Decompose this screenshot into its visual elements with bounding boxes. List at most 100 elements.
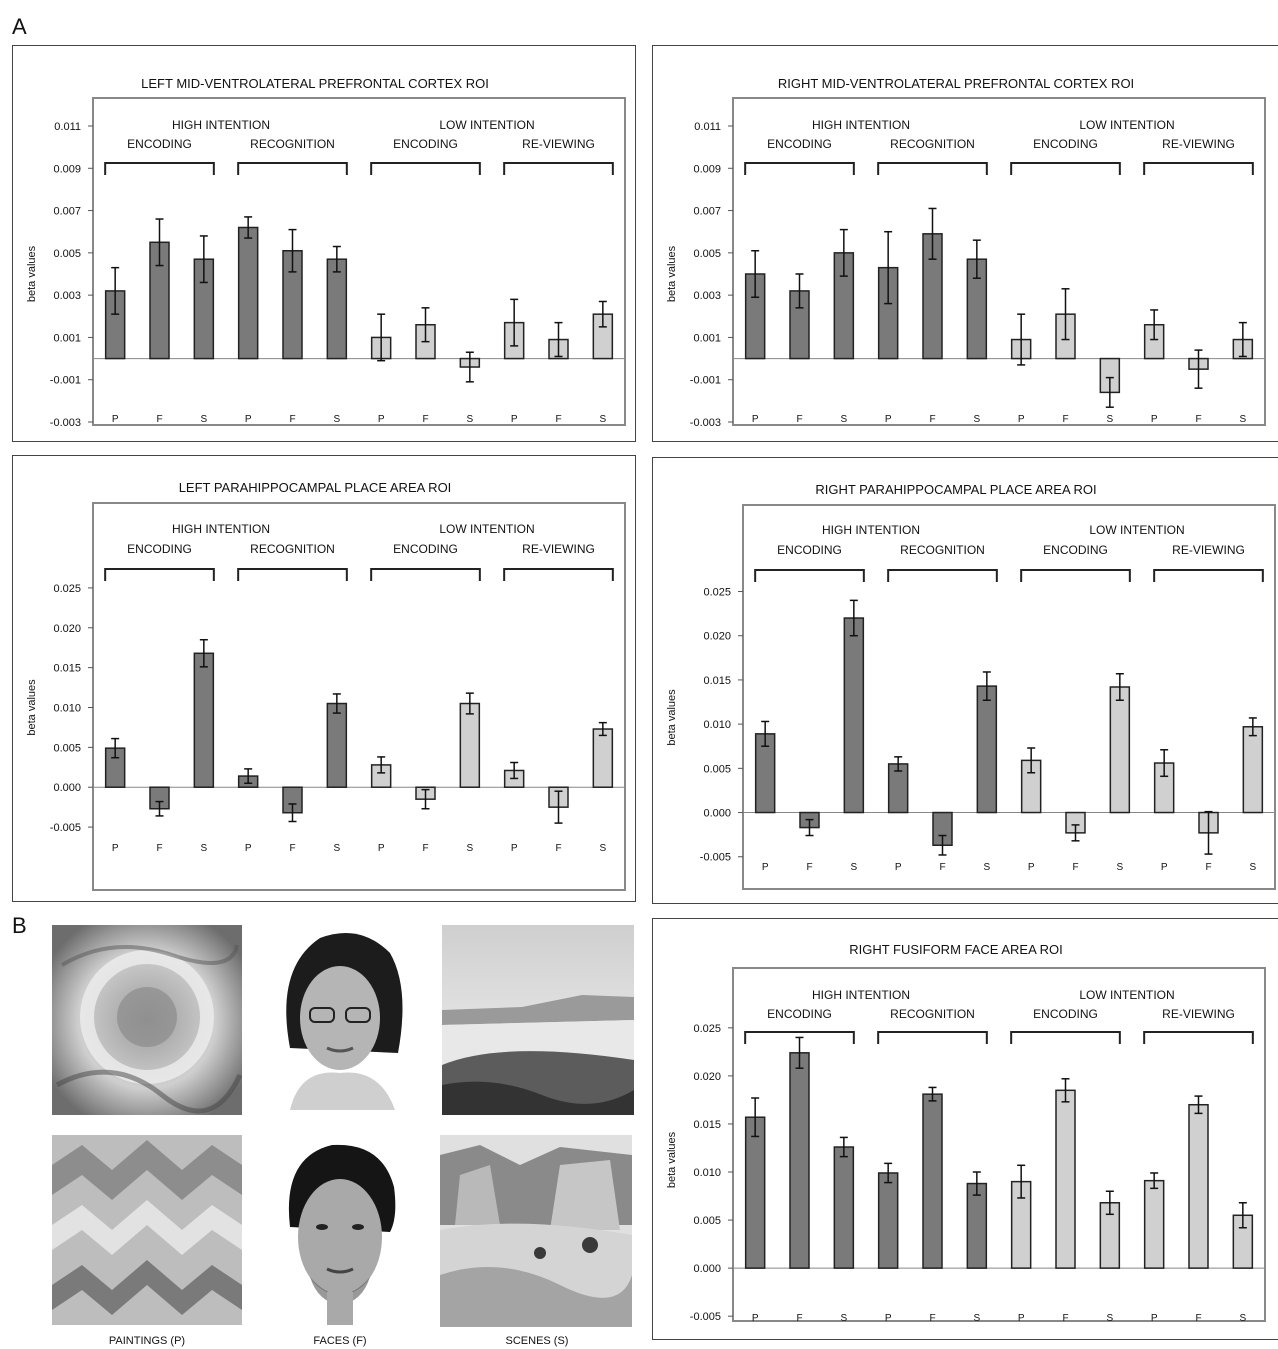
subgroup-label: RECOGNITION xyxy=(890,1007,975,1021)
subgroup-bracket xyxy=(104,568,215,581)
x-tick-label: S xyxy=(840,1313,847,1324)
subgroup-label: RECOGNITION xyxy=(890,137,975,151)
bar-s-3 xyxy=(833,1146,855,1269)
y-tick-label: 0.001 xyxy=(53,332,81,344)
y-tick-label: 0.010 xyxy=(693,1167,721,1179)
subgroup-label: RE-VIEWING xyxy=(522,542,595,556)
plot-frame xyxy=(732,967,1266,1322)
x-tick-label: F xyxy=(1205,862,1211,873)
y-tick-label: 0.025 xyxy=(53,583,81,595)
x-tick-label: P xyxy=(511,414,518,425)
y-tick-label: 0.000 xyxy=(53,782,81,794)
subgroup-label: ENCODING xyxy=(127,137,192,151)
group-label-low: LOW INTENTION xyxy=(1079,118,1174,132)
y-tick-label: 0.010 xyxy=(53,703,81,715)
x-tick-label: P xyxy=(112,414,119,425)
x-tick-label: S xyxy=(200,414,207,425)
bar-s-6 xyxy=(326,258,348,360)
scene-image-1 xyxy=(442,925,634,1115)
x-tick-label: P xyxy=(511,843,518,854)
y-tick-label: 0.025 xyxy=(703,587,731,599)
chart-left-ppa: LEFT PARAHIPPOCAMPAL PLACE AREA ROI 0.025… xyxy=(12,455,636,902)
x-tick-label: P xyxy=(378,843,385,854)
x-tick-label: F xyxy=(796,414,802,425)
x-tick-label: S xyxy=(1116,862,1123,873)
chart-svg: RIGHT FUSIFORM FACE AREA ROI 0.025 0.020 0.… xyxy=(666,942,1266,1324)
bar-s-6 xyxy=(976,685,998,814)
x-tick-label: P xyxy=(752,414,759,425)
subgroup-label: ENCODING xyxy=(1033,137,1098,151)
x-tick-label: F xyxy=(1062,414,1068,425)
x-tick-label: S xyxy=(1239,1313,1246,1324)
x-tick-label: S xyxy=(1106,1313,1113,1324)
x-tick-label: F xyxy=(289,843,295,854)
subgroup-bracket xyxy=(1143,162,1254,175)
x-tick-label: F xyxy=(796,1313,802,1324)
y-tick-label: 0.000 xyxy=(693,1263,721,1275)
y-tick-label: 0.005 xyxy=(53,742,81,754)
subgroup-label: ENCODING xyxy=(767,1007,832,1021)
subgroup-label: RE-VIEWING xyxy=(1162,137,1235,151)
subgroup-bracket xyxy=(744,1031,855,1044)
x-tick-label: P xyxy=(752,1313,759,1324)
subgroup-bracket xyxy=(877,162,988,175)
bar-f-8 xyxy=(1055,1089,1076,1269)
y-tick-label: 0.015 xyxy=(53,663,81,675)
x-tick-label: P xyxy=(112,843,119,854)
subgroup-label: RE-VIEWING xyxy=(1172,543,1245,557)
chart-right-ffa: RIGHT FUSIFORM FACE AREA ROI 0.025 0.020 0.… xyxy=(652,918,1278,1340)
x-tick-label: S xyxy=(200,843,207,854)
x-tick-label: F xyxy=(1195,414,1201,425)
bar-s-12 xyxy=(1242,726,1264,814)
group-label-high: HIGH INTENTION xyxy=(822,523,920,537)
subgroup-label: ENCODING xyxy=(393,137,458,151)
y-tick-label: -0.005 xyxy=(50,822,81,834)
x-tick-label: F xyxy=(1072,862,1078,873)
bar-s-9 xyxy=(1109,686,1131,814)
x-tick-label: F xyxy=(806,862,812,873)
subgroup-label: RE-VIEWING xyxy=(522,137,595,151)
subgroup-bracket xyxy=(1020,569,1131,582)
chart-title: LEFT MID-VENTROLATERAL PREFRONTAL CORTEX… xyxy=(141,76,489,91)
scene-image-2 xyxy=(440,1135,632,1327)
subgroup-bracket xyxy=(104,162,215,175)
x-tick-label: P xyxy=(762,862,769,873)
x-tick-label: S xyxy=(973,1313,980,1324)
y-axis-label: beta values xyxy=(666,689,678,746)
x-tick-label: F xyxy=(555,843,561,854)
x-tick-label: P xyxy=(1161,862,1168,873)
bar-f-11 xyxy=(1188,1103,1209,1269)
x-tick-label: F xyxy=(929,1313,935,1324)
subgroup-bracket xyxy=(1143,1031,1254,1044)
plot-frame xyxy=(92,97,626,426)
y-tick-label: -0.003 xyxy=(690,417,721,429)
bar-p-4 xyxy=(877,1172,899,1269)
chart-title: RIGHT PARAHIPPOCAMPAL PLACE AREA ROI xyxy=(815,482,1096,497)
y-tick-label: 0.010 xyxy=(703,719,731,731)
chart-left-mvlpfc: LEFT MID-VENTROLATERAL PREFRONTAL CORTEX… xyxy=(12,45,636,442)
x-tick-label: P xyxy=(1018,414,1025,425)
subgroup-bracket xyxy=(1010,1031,1121,1044)
caption-faces: FACES (F) xyxy=(313,1335,367,1347)
painting-image-2 xyxy=(52,1135,242,1325)
group-label-low: LOW INTENTION xyxy=(439,118,534,132)
panel-b-label: B xyxy=(12,913,27,938)
plot-frame xyxy=(92,502,626,891)
x-tick-label: S xyxy=(466,414,473,425)
x-tick-label: S xyxy=(599,414,606,425)
x-tick-label: S xyxy=(1239,414,1246,425)
subgroup-bracket xyxy=(370,568,481,581)
y-tick-label: -0.001 xyxy=(690,375,721,387)
x-tick-label: F xyxy=(555,414,561,425)
y-tick-label: 0.007 xyxy=(693,206,721,218)
chart-right-ppa: RIGHT PARAHIPPOCAMPAL PLACE AREA ROI 0.02… xyxy=(652,457,1278,904)
group-label-high: HIGH INTENTION xyxy=(172,522,270,536)
subgroup-bracket xyxy=(237,568,348,581)
bar-s-3 xyxy=(843,617,865,814)
bar-p-1 xyxy=(744,1116,766,1269)
x-tick-label: P xyxy=(885,1313,892,1324)
subgroup-label: ENCODING xyxy=(777,543,842,557)
caption-scenes: SCENES (S) xyxy=(505,1335,569,1347)
painting-image-1 xyxy=(52,925,242,1115)
bar-s-3 xyxy=(193,652,215,788)
